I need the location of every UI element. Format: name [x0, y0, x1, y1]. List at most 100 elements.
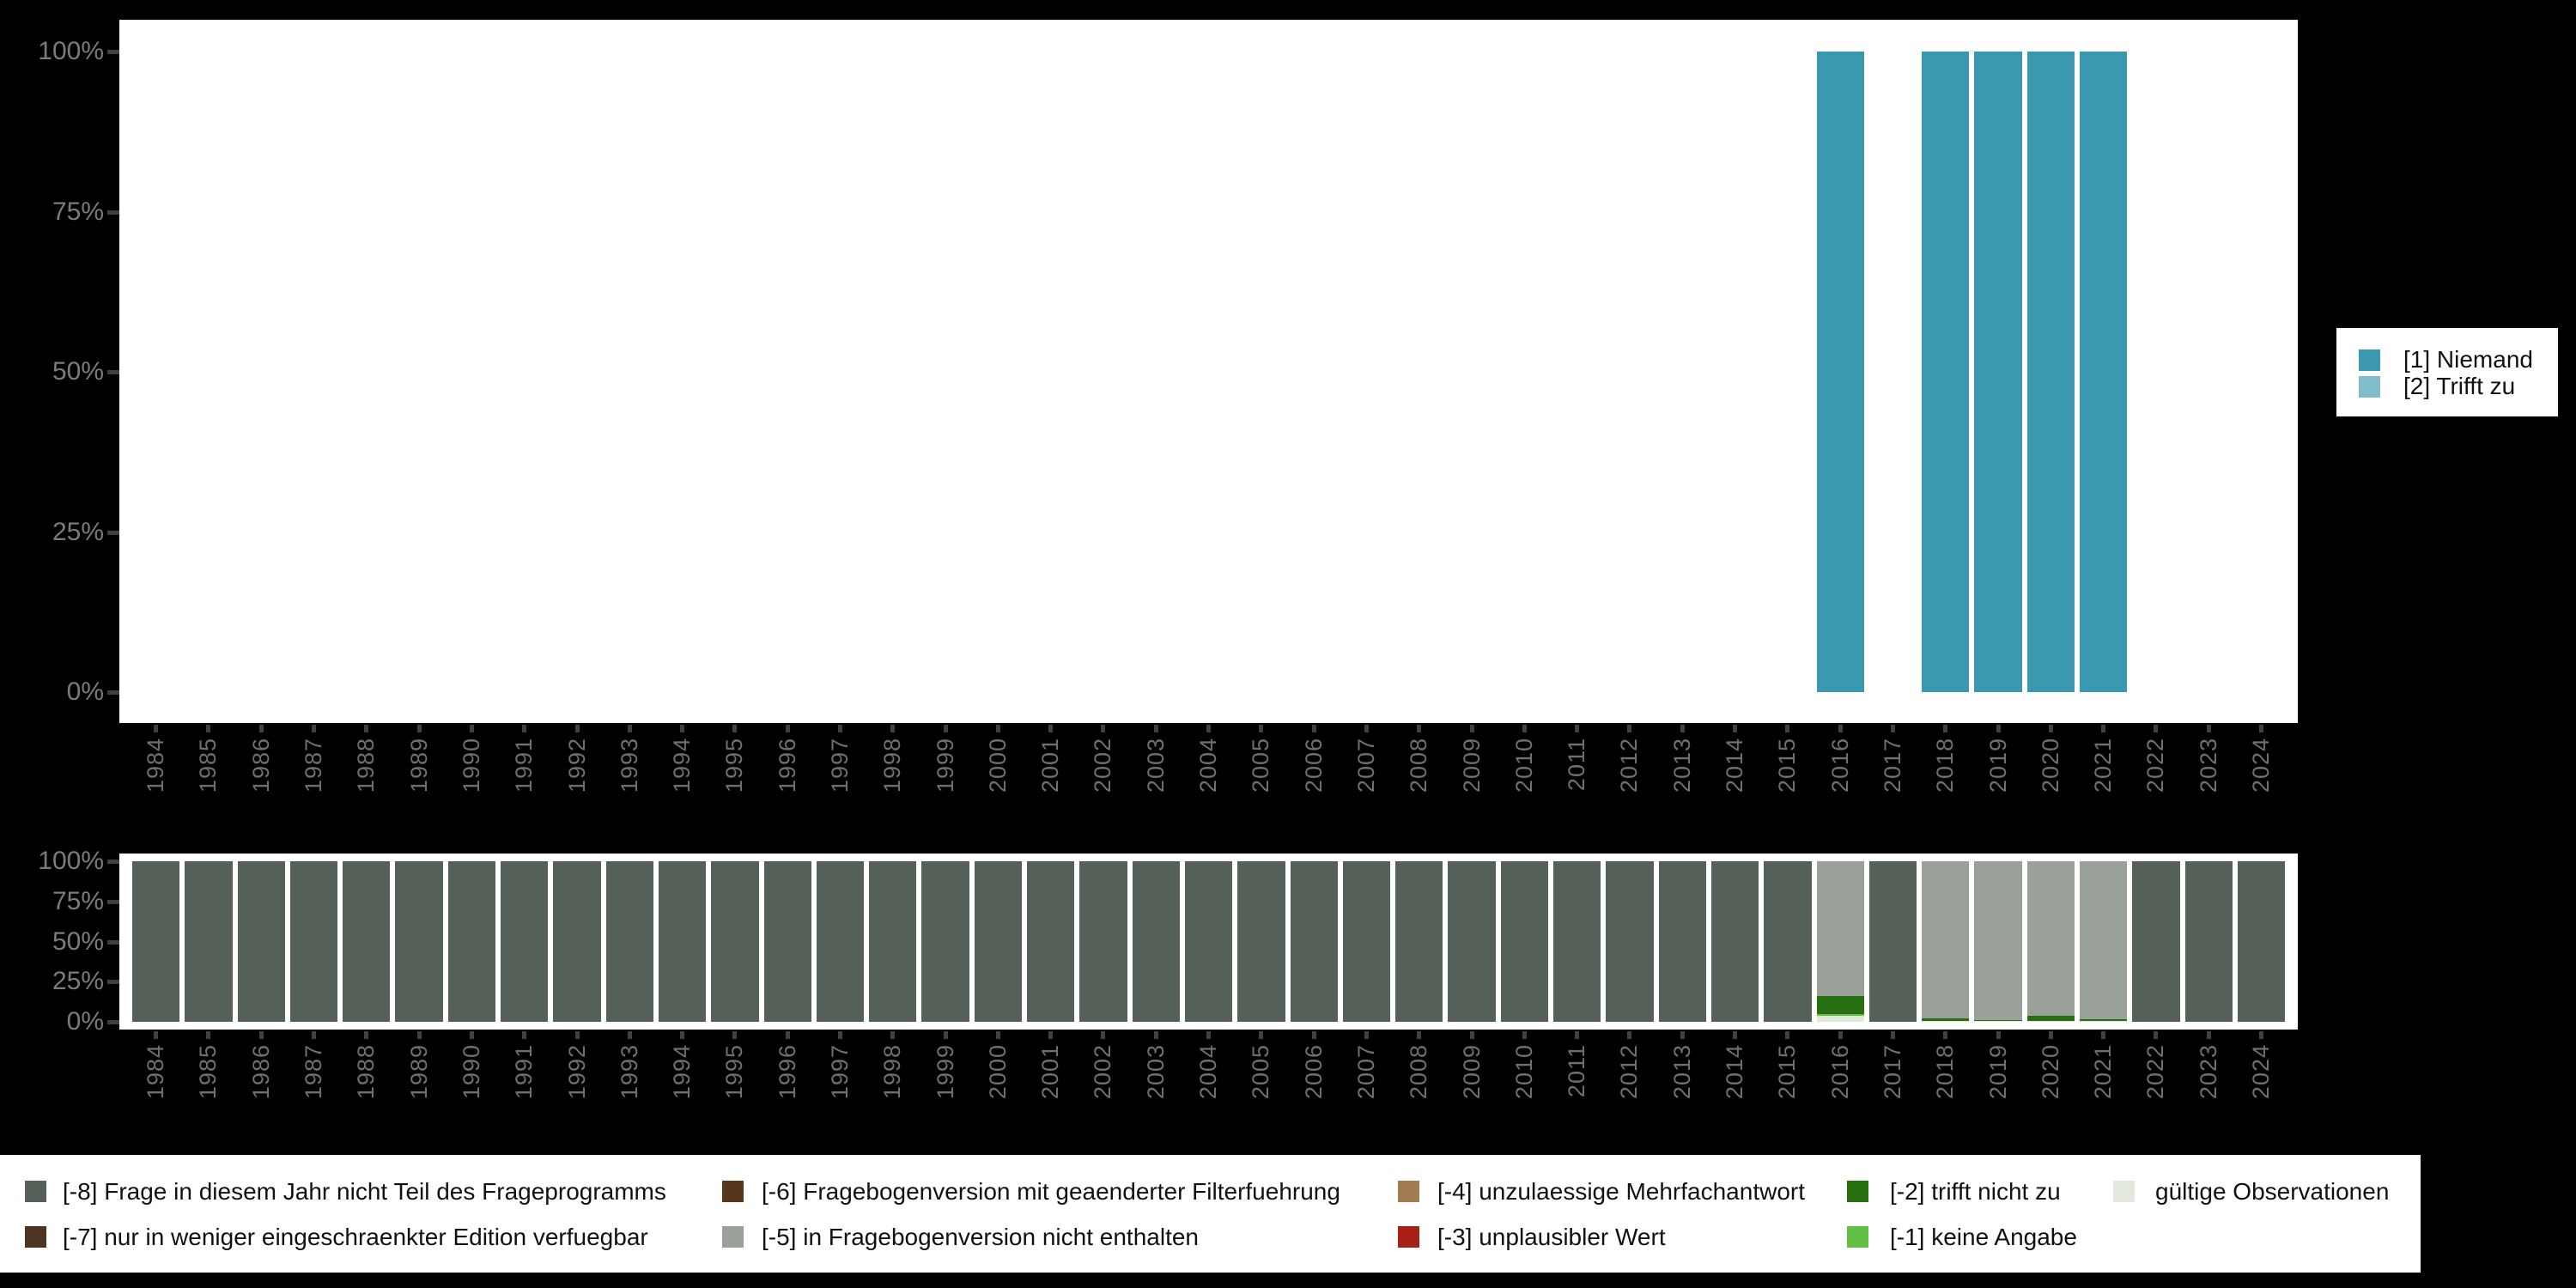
y-axis-label: 50% [52, 927, 104, 956]
x-axis-tick [890, 725, 896, 732]
x-axis-tick [943, 725, 948, 732]
x-year-label: 2011 [1564, 738, 1590, 792]
bar-slot-2012 [1603, 52, 1656, 692]
legend-label-m7: [-7] nur in weniger eingeschraenkter Edi… [63, 1224, 648, 1250]
x-axis-slot: 2000 [972, 1031, 1024, 1099]
bar-2024 [2237, 861, 2286, 1022]
x-axis-tick [1364, 1031, 1369, 1039]
bar-2002 [1079, 861, 1127, 1022]
x-axis-tick [732, 725, 738, 732]
x-year-label: 2022 [2142, 1044, 2169, 1100]
bar-1998 [869, 861, 917, 1022]
segment-m8-2002 [1079, 861, 1127, 1022]
x-axis-slot: 1988 [340, 725, 392, 793]
segment-m5-2020 [2026, 861, 2075, 1017]
x-year-label: 1997 [827, 1044, 853, 1100]
segment-m8-1998 [869, 861, 917, 1022]
y-axis-tick [107, 530, 119, 535]
x-axis-tick [1048, 1031, 1054, 1039]
bar-slot-2000 [972, 52, 1024, 692]
x-axis-slot: 2022 [2129, 1031, 2182, 1099]
x-axis-tick [1206, 1031, 1212, 1039]
bar-2010 [1500, 861, 1549, 1022]
x-axis-tick [1522, 1031, 1527, 1039]
legend-swatch-m2 [1847, 1181, 1868, 1202]
x-axis-tick [2154, 1031, 2159, 1039]
x-axis-tick [1048, 725, 1054, 732]
x-axis-slot: 1987 [288, 1031, 340, 1099]
x-axis-tick [1733, 1031, 1738, 1039]
x-axis-slot: 2008 [1393, 1031, 1445, 1099]
x-axis-slot: 1991 [498, 1031, 550, 1099]
segment-m5-2019 [1974, 861, 2022, 1020]
bar-slot-2009 [1445, 52, 1498, 692]
x-axis-tick [995, 1031, 1000, 1039]
x-year-label: 2005 [1248, 1044, 1274, 1100]
x-axis-slot: 2001 [1024, 725, 1077, 793]
x-axis-slot: 1987 [288, 725, 340, 793]
bar-2001 [1027, 861, 1075, 1022]
x-year-label: 2006 [1300, 738, 1327, 793]
bar-slot-2024 [2235, 861, 2287, 1022]
x-axis-tick [680, 725, 685, 732]
bar-slot-2018 [1919, 861, 1971, 1022]
bar-slot-2003 [1130, 861, 1182, 1022]
bar-slot-1989 [392, 52, 445, 692]
x-year-label: 2024 [2248, 738, 2275, 793]
x-year-label: 1987 [301, 738, 327, 793]
bar-2021 [2079, 52, 2128, 692]
segment-m8-1988 [343, 861, 391, 1022]
plot-area [130, 52, 2287, 692]
x-year-label: 1992 [563, 738, 590, 793]
x-year-label: 1998 [879, 738, 906, 793]
segment-valid-2016 [1816, 1015, 1864, 1022]
x-axis-tick [469, 725, 474, 732]
x-axis-slot: 1986 [235, 725, 288, 793]
segment-m2-2021 [2079, 1018, 2128, 1022]
x-year-label: 1992 [563, 1044, 590, 1100]
bar-slot-2020 [2025, 52, 2077, 692]
bar-2017 [1868, 861, 1917, 1022]
bar-slot-1987 [288, 861, 340, 1022]
x-axis-tick [206, 1031, 211, 1039]
x-axis-slot: 1996 [762, 725, 814, 793]
bar-1996 [763, 861, 811, 1022]
segment-v1-2018 [1922, 52, 1970, 692]
bar-2021 [2079, 861, 2128, 1022]
x-axis-slot: 2000 [972, 725, 1024, 793]
x-axis-slot: 1994 [656, 1031, 708, 1099]
x-year-label: 2009 [1458, 738, 1485, 793]
x-year-label: 2012 [1616, 738, 1643, 793]
y-axis-label: 100% [38, 37, 104, 65]
bar-slot-2014 [1709, 861, 1761, 1022]
segment-m8-1990 [447, 861, 496, 1022]
bar-2013 [1658, 861, 1706, 1022]
bar-slot-2015 [1761, 861, 1814, 1022]
x-year-label: 1990 [458, 1044, 484, 1100]
x-year-label: 1988 [353, 738, 380, 793]
x-axis-slot: 1990 [446, 1031, 498, 1099]
x-axis-tick [416, 1031, 422, 1039]
x-axis-tick [1943, 1031, 1948, 1039]
x-year-label: 2023 [2195, 738, 2221, 793]
x-axis-tick [627, 1031, 632, 1039]
bar-2022 [2132, 861, 2180, 1022]
segment-m8-1984 [132, 861, 180, 1022]
x-axis-tick [1785, 725, 1790, 732]
bar-2008 [1395, 861, 1443, 1022]
legend-item-v2: [2] Trifft zu [2359, 373, 2558, 399]
bar-2000 [974, 861, 1023, 1022]
bar-slot-1984 [130, 861, 182, 1022]
x-axis-tick [2206, 1031, 2211, 1039]
x-axis-slot: 2006 [1288, 1031, 1340, 1099]
bar-slot-2009 [1445, 861, 1498, 1022]
x-axis-tick [1522, 725, 1527, 732]
x-axis-tick [574, 1031, 580, 1039]
x-axis-slot: 2003 [1130, 1031, 1182, 1099]
x-axis-tick [469, 1031, 474, 1039]
bar-slot-2000 [972, 861, 1024, 1022]
bar-slot-2004 [1182, 52, 1235, 692]
x-year-label: 2024 [2248, 1044, 2275, 1100]
x-year-label: 1986 [247, 738, 274, 793]
x-axis-slot: 2024 [2235, 1031, 2287, 1099]
